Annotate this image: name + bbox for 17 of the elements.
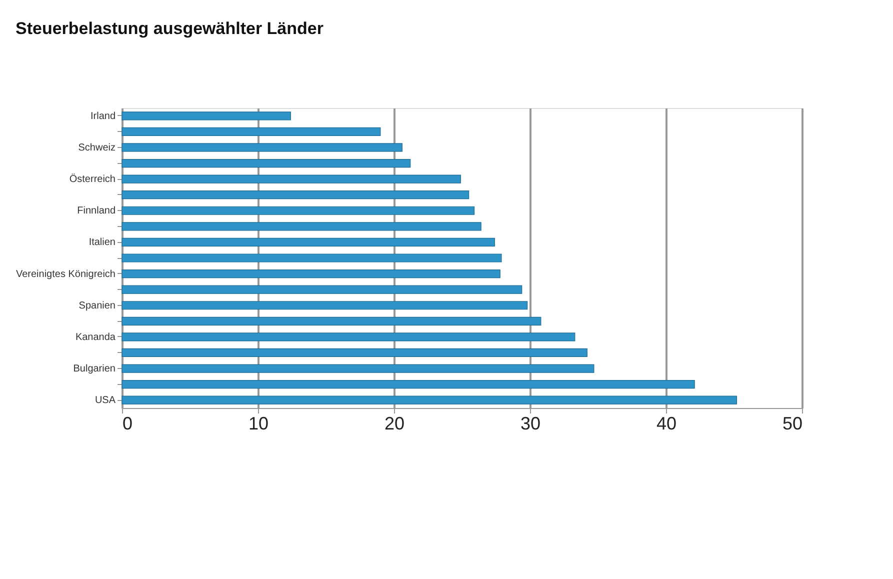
y-tick-label: Österreich xyxy=(69,173,116,186)
x-tick-label: 20 xyxy=(384,414,405,434)
x-tick-label: 50 xyxy=(782,414,802,434)
y-tick-label: USA xyxy=(94,395,116,406)
y-tick-label: Schweiz xyxy=(78,142,116,154)
y-tick-label: Finnland xyxy=(77,206,116,217)
x-tick-label: 0 xyxy=(122,414,133,434)
y-tick-label: Vereinigtes Königreich xyxy=(16,268,116,280)
chart-title: Steuerbelastung ausgewählter Länder xyxy=(15,19,324,38)
y-tick-label: Irland xyxy=(90,110,116,122)
y-tick-label: Italien xyxy=(88,237,116,248)
x-tick-label: 40 xyxy=(656,414,677,434)
y-tick-label: Spanien xyxy=(78,300,116,312)
y-tick-label: Kananda xyxy=(75,332,116,343)
x-tick-label: 30 xyxy=(520,414,541,434)
x-tick-label: 10 xyxy=(248,414,269,434)
y-tick-label: Bulgarien xyxy=(73,364,116,375)
